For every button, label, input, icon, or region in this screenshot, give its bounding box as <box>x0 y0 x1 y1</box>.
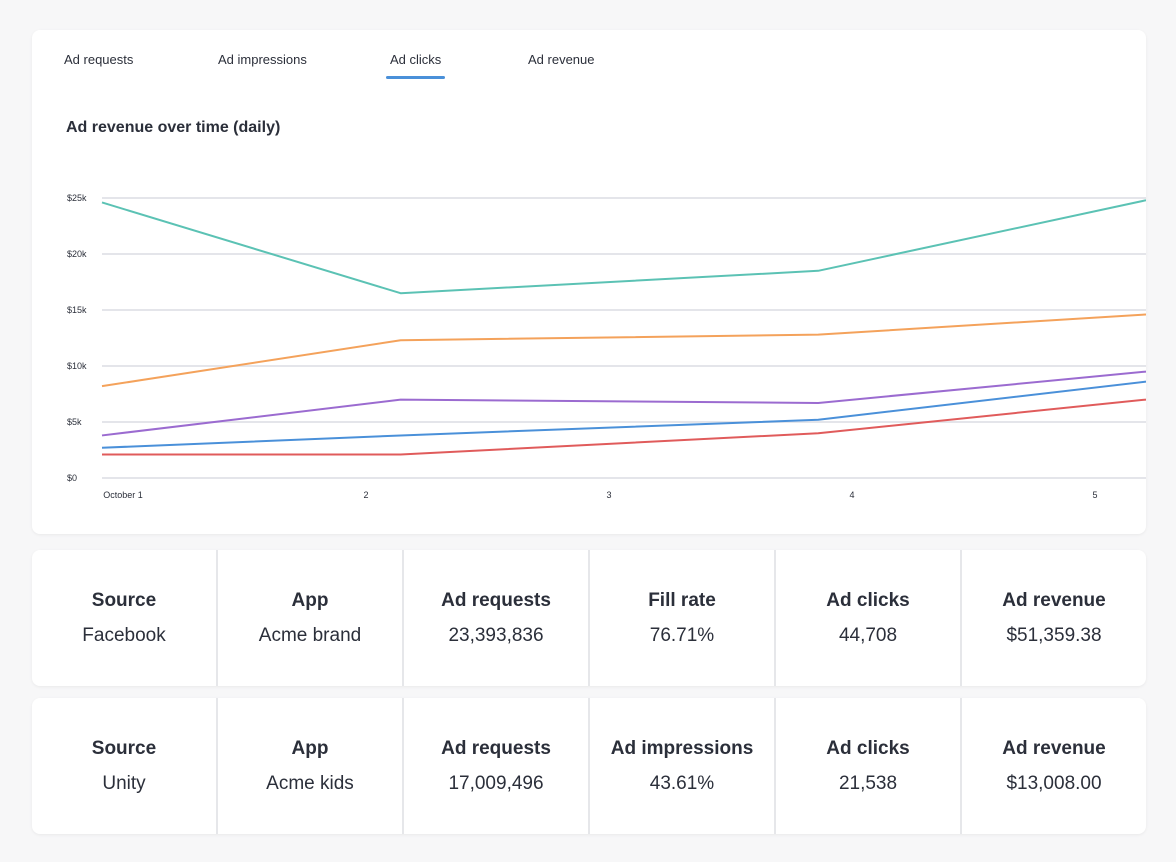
cell-value: Unity <box>102 772 146 794</box>
cell-value: 76.71% <box>649 624 715 646</box>
summary-cell-app: App Acme kids <box>218 698 404 834</box>
metric-tabs: Ad requests Ad impressions Ad clicks Ad … <box>32 30 1146 90</box>
y-tick-label: $0 <box>67 473 77 483</box>
y-tick-label: $10k <box>67 361 87 371</box>
summary-cell-ad-revenue: Ad revenue $13,008.00 <box>962 698 1146 834</box>
summary-cell-source: Source Facebook <box>32 550 218 686</box>
tab-ad-impressions[interactable]: Ad impressions <box>218 52 307 67</box>
x-tick-label: 4 <box>849 490 854 500</box>
cell-label: Ad revenue <box>1002 737 1106 759</box>
summary-card-unity: Source Unity App Acme kids Ad requests 1… <box>32 698 1146 834</box>
chart-title: Ad revenue over time (daily) <box>66 119 281 136</box>
chart-card: Ad requests Ad impressions Ad clicks Ad … <box>32 30 1146 534</box>
y-tick-label: $20k <box>67 249 87 259</box>
summary-cell-ad-requests: Ad requests 23,393,836 <box>404 550 590 686</box>
tab-ad-requests[interactable]: Ad requests <box>64 52 134 67</box>
x-tick-label: October 1 <box>103 490 143 500</box>
cell-label: Ad impressions <box>610 737 754 759</box>
y-tick-label: $15k <box>67 305 87 315</box>
cell-value: 21,538 <box>838 772 898 794</box>
summary-cell-fill-rate: Fill rate 76.71% <box>590 550 776 686</box>
cell-label: App <box>291 737 329 759</box>
cell-value: 23,393,836 <box>448 624 544 646</box>
summary-cell-ad-requests: Ad requests 17,009,496 <box>404 698 590 834</box>
summary-cell-app: App Acme brand <box>218 550 404 686</box>
cell-label: Ad clicks <box>826 737 910 759</box>
cell-value: 17,009,496 <box>448 772 544 794</box>
x-tick-label: 2 <box>363 490 368 500</box>
summary-cell-ad-clicks: Ad clicks 44,708 <box>776 550 962 686</box>
x-tick-label: 3 <box>606 490 611 500</box>
cell-value: $13,008.00 <box>1006 772 1102 794</box>
cell-value: $51,359.38 <box>1006 624 1102 646</box>
summary-cell-ad-clicks: Ad clicks 21,538 <box>776 698 962 834</box>
series-line[interactable] <box>102 398 1146 456</box>
cell-label: Ad clicks <box>826 589 910 611</box>
summary-card-facebook: Source Facebook App Acme brand Ad reques… <box>32 550 1146 686</box>
tab-ad-revenue[interactable]: Ad revenue <box>528 52 595 67</box>
series-line[interactable] <box>101 313 1146 388</box>
cell-value: Acme kids <box>266 772 354 794</box>
x-tick-label: 5 <box>1092 490 1097 500</box>
summary-cell-ad-impressions: Ad impressions 43.61% <box>590 698 776 834</box>
cell-label: Ad revenue <box>1002 589 1106 611</box>
cell-label: Fill rate <box>648 589 716 611</box>
cell-label: Source <box>91 737 157 759</box>
cell-value: 43.61% <box>649 772 715 794</box>
cell-value: 44,708 <box>838 624 898 646</box>
line-chart: $0 $5k $10k $15k $20k $25k October 1 2 3 4 5 <box>67 193 1146 500</box>
summary-cell-source: Source Unity <box>32 698 218 834</box>
series-line[interactable] <box>101 370 1146 437</box>
cell-label: Source <box>91 589 157 611</box>
tab-ad-clicks[interactable]: Ad clicks <box>385 52 446 79</box>
cell-label: App <box>291 589 329 611</box>
cell-label: Ad requests <box>441 589 551 611</box>
series-line[interactable] <box>101 380 1146 449</box>
y-tick-label: $25k <box>67 193 87 203</box>
y-tick-label: $5k <box>67 417 82 427</box>
summary-cell-ad-revenue: Ad revenue $51,359.38 <box>962 550 1146 686</box>
cell-value: Acme brand <box>258 624 362 646</box>
cell-label: Ad requests <box>441 737 551 759</box>
cell-value: Facebook <box>82 624 166 646</box>
series-line[interactable] <box>101 199 1146 295</box>
